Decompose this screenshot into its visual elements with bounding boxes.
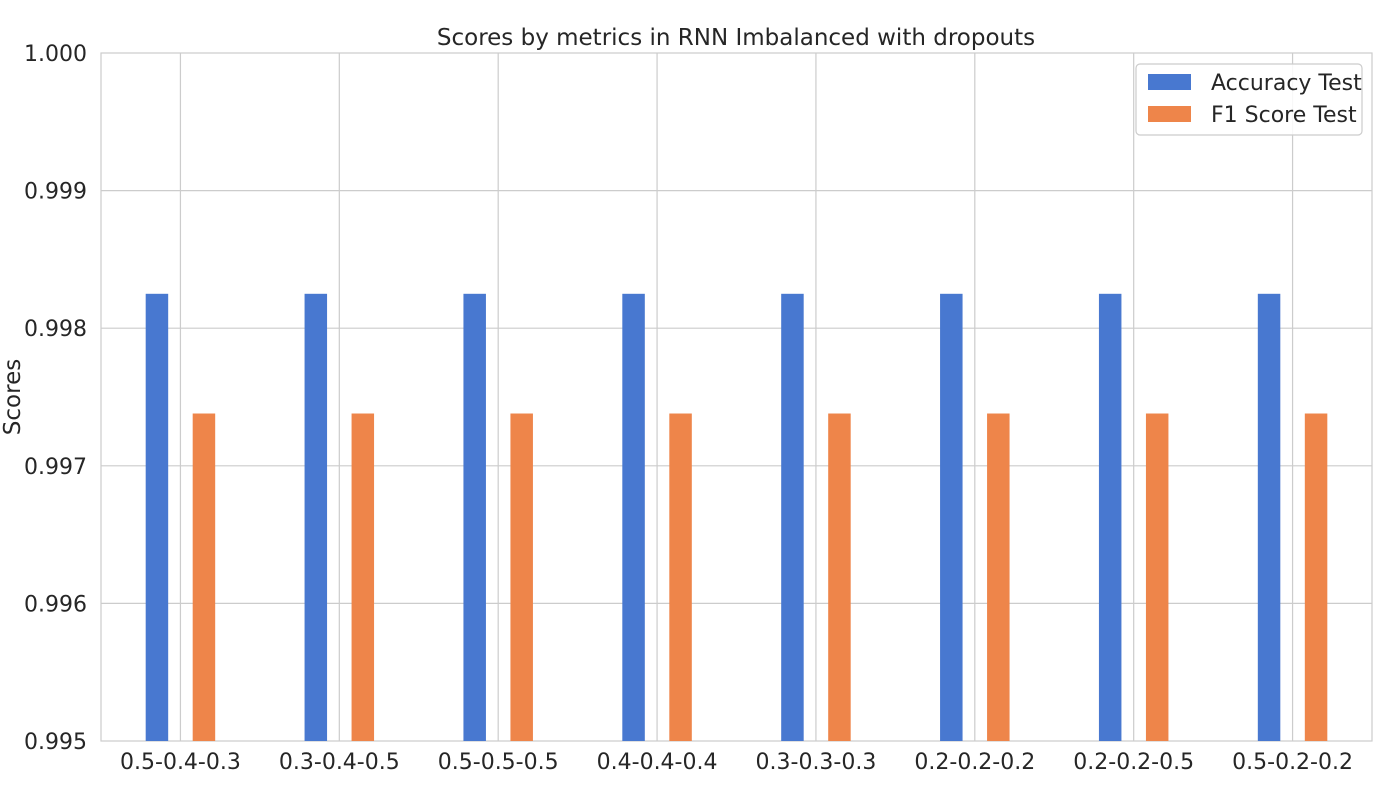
legend-label: Accuracy Test (1211, 71, 1362, 96)
bar-f1-score-test (828, 413, 851, 741)
y-tick-label: 0.999 (24, 180, 87, 205)
y-tick-label: 1.000 (24, 42, 87, 67)
legend: Accuracy Test F1 Score Test (1135, 63, 1363, 136)
bar-accuracy-test (145, 293, 169, 741)
x-tick-label: 0.2-0.2-0.2 (914, 750, 1035, 775)
bar-f1-score-test (987, 413, 1010, 741)
y-tick-label: 0.996 (24, 592, 87, 617)
x-tick-label: 0.2-0.2-0.5 (1073, 750, 1194, 775)
y-tick-label: 0.998 (24, 317, 87, 342)
x-tick-label: 0.5-0.2-0.2 (1232, 750, 1353, 775)
x-tick-label: 0.3-0.3-0.3 (756, 750, 877, 775)
bar-accuracy-test (940, 293, 963, 741)
x-tick-labels: 0.5-0.4-0.3 0.3-0.4-0.5 0.5-0.5-0.5 0.4-0.4… (120, 750, 1353, 775)
y-axis-label: Scores (0, 359, 26, 435)
chart-title: Scores by metrics in RNN Imbalanced with… (437, 25, 1035, 51)
bar-accuracy-test (622, 293, 645, 741)
x-tick-label: 0.4-0.4-0.4 (597, 750, 718, 775)
bar-accuracy-test (1098, 293, 1122, 741)
bar-accuracy-test (304, 293, 328, 741)
bar-accuracy-test (1257, 293, 1281, 741)
plot-area-frame (100, 52, 1373, 742)
x-tick-label: 0.3-0.4-0.5 (279, 750, 400, 775)
bar-f1-score-test (351, 413, 375, 741)
bar-f1-score-test (1145, 413, 1169, 741)
legend-swatch (1148, 106, 1191, 122)
x-tick-label: 0.5-0.5-0.5 (438, 750, 559, 775)
bar-f1-score-test (1304, 413, 1328, 741)
bar-f1-score-test (192, 413, 216, 741)
legend-swatch (1148, 74, 1191, 90)
bar-f1-score-test (510, 413, 533, 741)
y-tick-label: 0.997 (24, 455, 87, 480)
legend-box (1135, 63, 1363, 136)
bar-accuracy-test (463, 293, 486, 741)
bar-f1-score-test (669, 413, 692, 741)
grid-lines (101, 53, 1372, 741)
y-tick-label: 0.995 (24, 730, 87, 755)
x-tick-label: 0.5-0.4-0.3 (120, 750, 241, 775)
bar-accuracy-test (781, 293, 804, 741)
bars (145, 293, 1328, 741)
y-tick-labels: 0.995 0.996 0.997 0.998 0.999 1.000 (24, 42, 87, 755)
legend-label: F1 Score Test (1211, 103, 1357, 128)
